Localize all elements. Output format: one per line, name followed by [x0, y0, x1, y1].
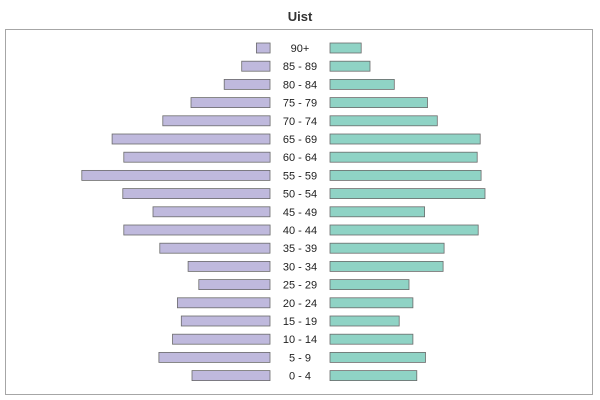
chart-title: Uist — [287, 9, 313, 24]
bar-right-5-9 — [329, 351, 426, 363]
bar-right-80-84 — [329, 79, 395, 90]
bar-left-15-19 — [180, 315, 271, 327]
age-group-label: 70 - 74 — [283, 116, 317, 128]
age-group-label: 15 - 19 — [283, 316, 317, 328]
bar-left-70-74 — [162, 115, 271, 127]
age-group-label: 30 - 34 — [283, 261, 317, 273]
bar-right-55-59 — [329, 169, 482, 181]
bar-right-50-54 — [329, 188, 486, 200]
bar-left-55-59 — [81, 169, 271, 181]
age-group-label: 85 - 89 — [283, 61, 317, 73]
bar-right-35-39 — [329, 242, 445, 254]
bar-right-0-4 — [329, 370, 418, 382]
bar-left-75-79 — [190, 97, 271, 108]
age-group-label: 5 - 9 — [289, 352, 311, 364]
bar-right-25-29 — [329, 279, 410, 291]
bar-right-30-34 — [329, 260, 444, 272]
bar-right-85-89 — [329, 60, 371, 72]
bar-right-15-19 — [329, 315, 400, 327]
bar-left-25-29 — [198, 279, 271, 291]
bar-right-75-79 — [329, 97, 428, 108]
age-group-label: 35 - 39 — [283, 243, 317, 255]
bar-right-20-24 — [329, 297, 414, 309]
bar-left-65-69 — [111, 133, 271, 145]
bar-left-20-24 — [176, 297, 271, 309]
age-group-label: 80 - 84 — [283, 79, 317, 91]
bar-right-45-49 — [329, 206, 425, 218]
bar-right-65-69 — [329, 133, 481, 145]
bar-left-60-64 — [123, 151, 271, 163]
bar-left-35-39 — [159, 242, 271, 254]
age-group-label: 55 - 59 — [283, 170, 317, 182]
bar-left-10-14 — [172, 333, 271, 345]
age-group-label: 75 - 79 — [283, 98, 317, 110]
age-group-label: 10 - 14 — [283, 334, 317, 346]
bar-left-80-84 — [223, 79, 271, 90]
bar-left-90plus — [255, 42, 271, 54]
bar-left-85-89 — [241, 60, 271, 72]
age-group-label: 40 - 44 — [283, 225, 317, 237]
bar-left-45-49 — [152, 206, 271, 218]
age-group-label: 50 - 54 — [283, 189, 317, 201]
age-group-label: 60 - 64 — [283, 152, 317, 164]
bar-left-0-4 — [191, 370, 271, 382]
bar-left-40-44 — [123, 224, 271, 236]
bar-right-60-64 — [329, 151, 478, 163]
age-group-label: 45 - 49 — [283, 207, 317, 219]
bar-right-10-14 — [329, 333, 414, 345]
age-group-label: 20 - 24 — [283, 298, 317, 310]
age-group-label: 90+ — [291, 43, 310, 55]
chart-frame — [5, 29, 593, 395]
bar-left-30-34 — [187, 260, 271, 272]
bar-right-90plus — [329, 42, 362, 54]
bar-right-70-74 — [329, 115, 438, 127]
age-group-label: 0 - 4 — [289, 371, 311, 383]
bar-left-50-54 — [122, 188, 271, 200]
bar-right-40-44 — [329, 224, 479, 236]
age-group-label: 25 - 29 — [283, 280, 317, 292]
age-group-label: 65 - 69 — [283, 134, 317, 146]
bar-left-5-9 — [158, 351, 271, 363]
